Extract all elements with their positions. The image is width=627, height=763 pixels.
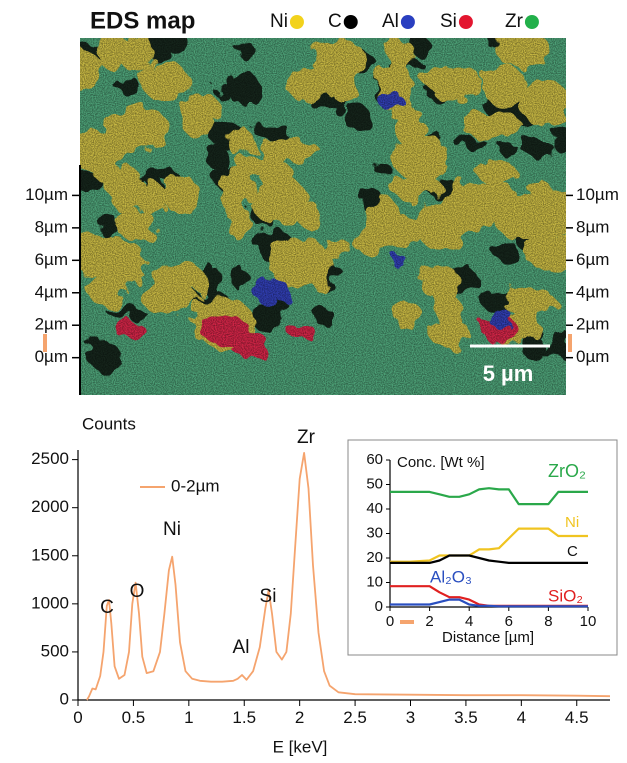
legend-swatch: [458, 15, 473, 29]
range-marker: [568, 334, 572, 352]
x-axis-label: Distance [µm]: [442, 629, 534, 646]
legend-swatch: [289, 15, 304, 29]
y-axis-label: Counts: [82, 414, 136, 433]
x-tick-label: 4.5: [565, 708, 589, 727]
peak-label: Zr: [297, 427, 316, 448]
legend-swatch: [400, 15, 415, 29]
legend-label: Al: [382, 11, 399, 32]
series-label: SiO₂: [548, 586, 583, 605]
data-line: [390, 554, 588, 564]
y-tick-label: 50: [366, 475, 383, 492]
range-marker: [400, 620, 414, 624]
y-tick-label: 4µm: [576, 282, 609, 301]
y-tick-label: 1000: [31, 593, 69, 612]
x-tick-label: 2: [295, 708, 304, 727]
data-line: [86, 452, 611, 701]
x-tick-label: 3.5: [454, 708, 478, 727]
y-tick-label: 20: [366, 549, 383, 566]
legend-label: Zr: [505, 11, 524, 32]
x-tick-label: 4: [465, 613, 473, 630]
y-tick-label: 6µm: [576, 250, 609, 269]
data-line: [390, 598, 588, 608]
peak-label: Al: [233, 637, 250, 658]
scale-bar-label: 5 µm: [483, 361, 534, 386]
x-tick-label: 0.5: [122, 708, 146, 727]
y-tick-label: 2000: [31, 497, 69, 516]
y-tick-label: 4µm: [35, 282, 68, 301]
x-tick-label: 6: [505, 613, 513, 630]
y-tick-label: 30: [366, 524, 383, 541]
y-tick-label: 1500: [31, 545, 69, 564]
y-tick-label: 500: [41, 641, 69, 660]
y-tick-label: 8µm: [35, 217, 68, 236]
legend-label: Ni: [270, 11, 288, 32]
peak-label: C: [100, 597, 114, 618]
x-tick-label: 3: [406, 708, 415, 727]
x-tick-label: 0: [73, 708, 82, 727]
x-tick-label: 1: [184, 708, 193, 727]
y-tick-label: 10µm: [576, 185, 619, 204]
peak-label: Ni: [163, 519, 181, 540]
y-tick-label: 10: [366, 573, 383, 590]
y-tick-label: 0µm: [576, 347, 609, 366]
y-tick-label: 0: [60, 689, 69, 708]
data-line: [390, 527, 588, 563]
y-axis-label: Conc. [Wt %]: [397, 454, 485, 471]
y-tick-label: 40: [366, 500, 383, 517]
inset-frame: [347, 439, 618, 656]
x-tick-label: 8: [544, 613, 552, 630]
range-marker: [43, 334, 47, 352]
map-title: EDS map: [90, 7, 195, 34]
y-tick-label: 10µm: [25, 185, 68, 204]
series-label: C: [567, 543, 578, 560]
y-tick-label: 2µm: [35, 315, 68, 334]
y-tick-label: 0µm: [35, 347, 68, 366]
legend-label: Si: [440, 11, 457, 32]
y-tick-label: 2500: [31, 449, 69, 468]
eds-map-image: [80, 38, 566, 395]
peak-label: O: [130, 581, 145, 602]
y-tick-label: 8µm: [576, 217, 609, 236]
legend-swatch: [524, 15, 539, 29]
map-noise: [80, 38, 566, 395]
x-tick-label: 0: [386, 613, 394, 630]
y-tick-label: 6µm: [35, 250, 68, 269]
x-tick-label: 4: [517, 708, 526, 727]
series-label: Al₂O₃: [430, 567, 472, 586]
y-tick-label: 2µm: [576, 315, 609, 334]
x-tick-label: 2.5: [343, 708, 367, 727]
x-tick-label: 1.5: [232, 708, 256, 727]
data-line: [390, 487, 588, 506]
series-label: ZrO₂: [548, 461, 586, 481]
y-tick-label: 60: [366, 451, 383, 468]
y-tick-label: 0: [375, 598, 383, 615]
x-tick-label: 2: [425, 613, 433, 630]
series-label: 0-2µm: [171, 476, 220, 495]
x-tick-label: 10: [580, 613, 597, 630]
legend-swatch: [343, 15, 358, 29]
series-label: Ni: [565, 514, 579, 531]
legend-label: C: [328, 11, 342, 32]
peak-label: Si: [260, 586, 277, 607]
x-axis-label: E [keV]: [273, 737, 328, 756]
